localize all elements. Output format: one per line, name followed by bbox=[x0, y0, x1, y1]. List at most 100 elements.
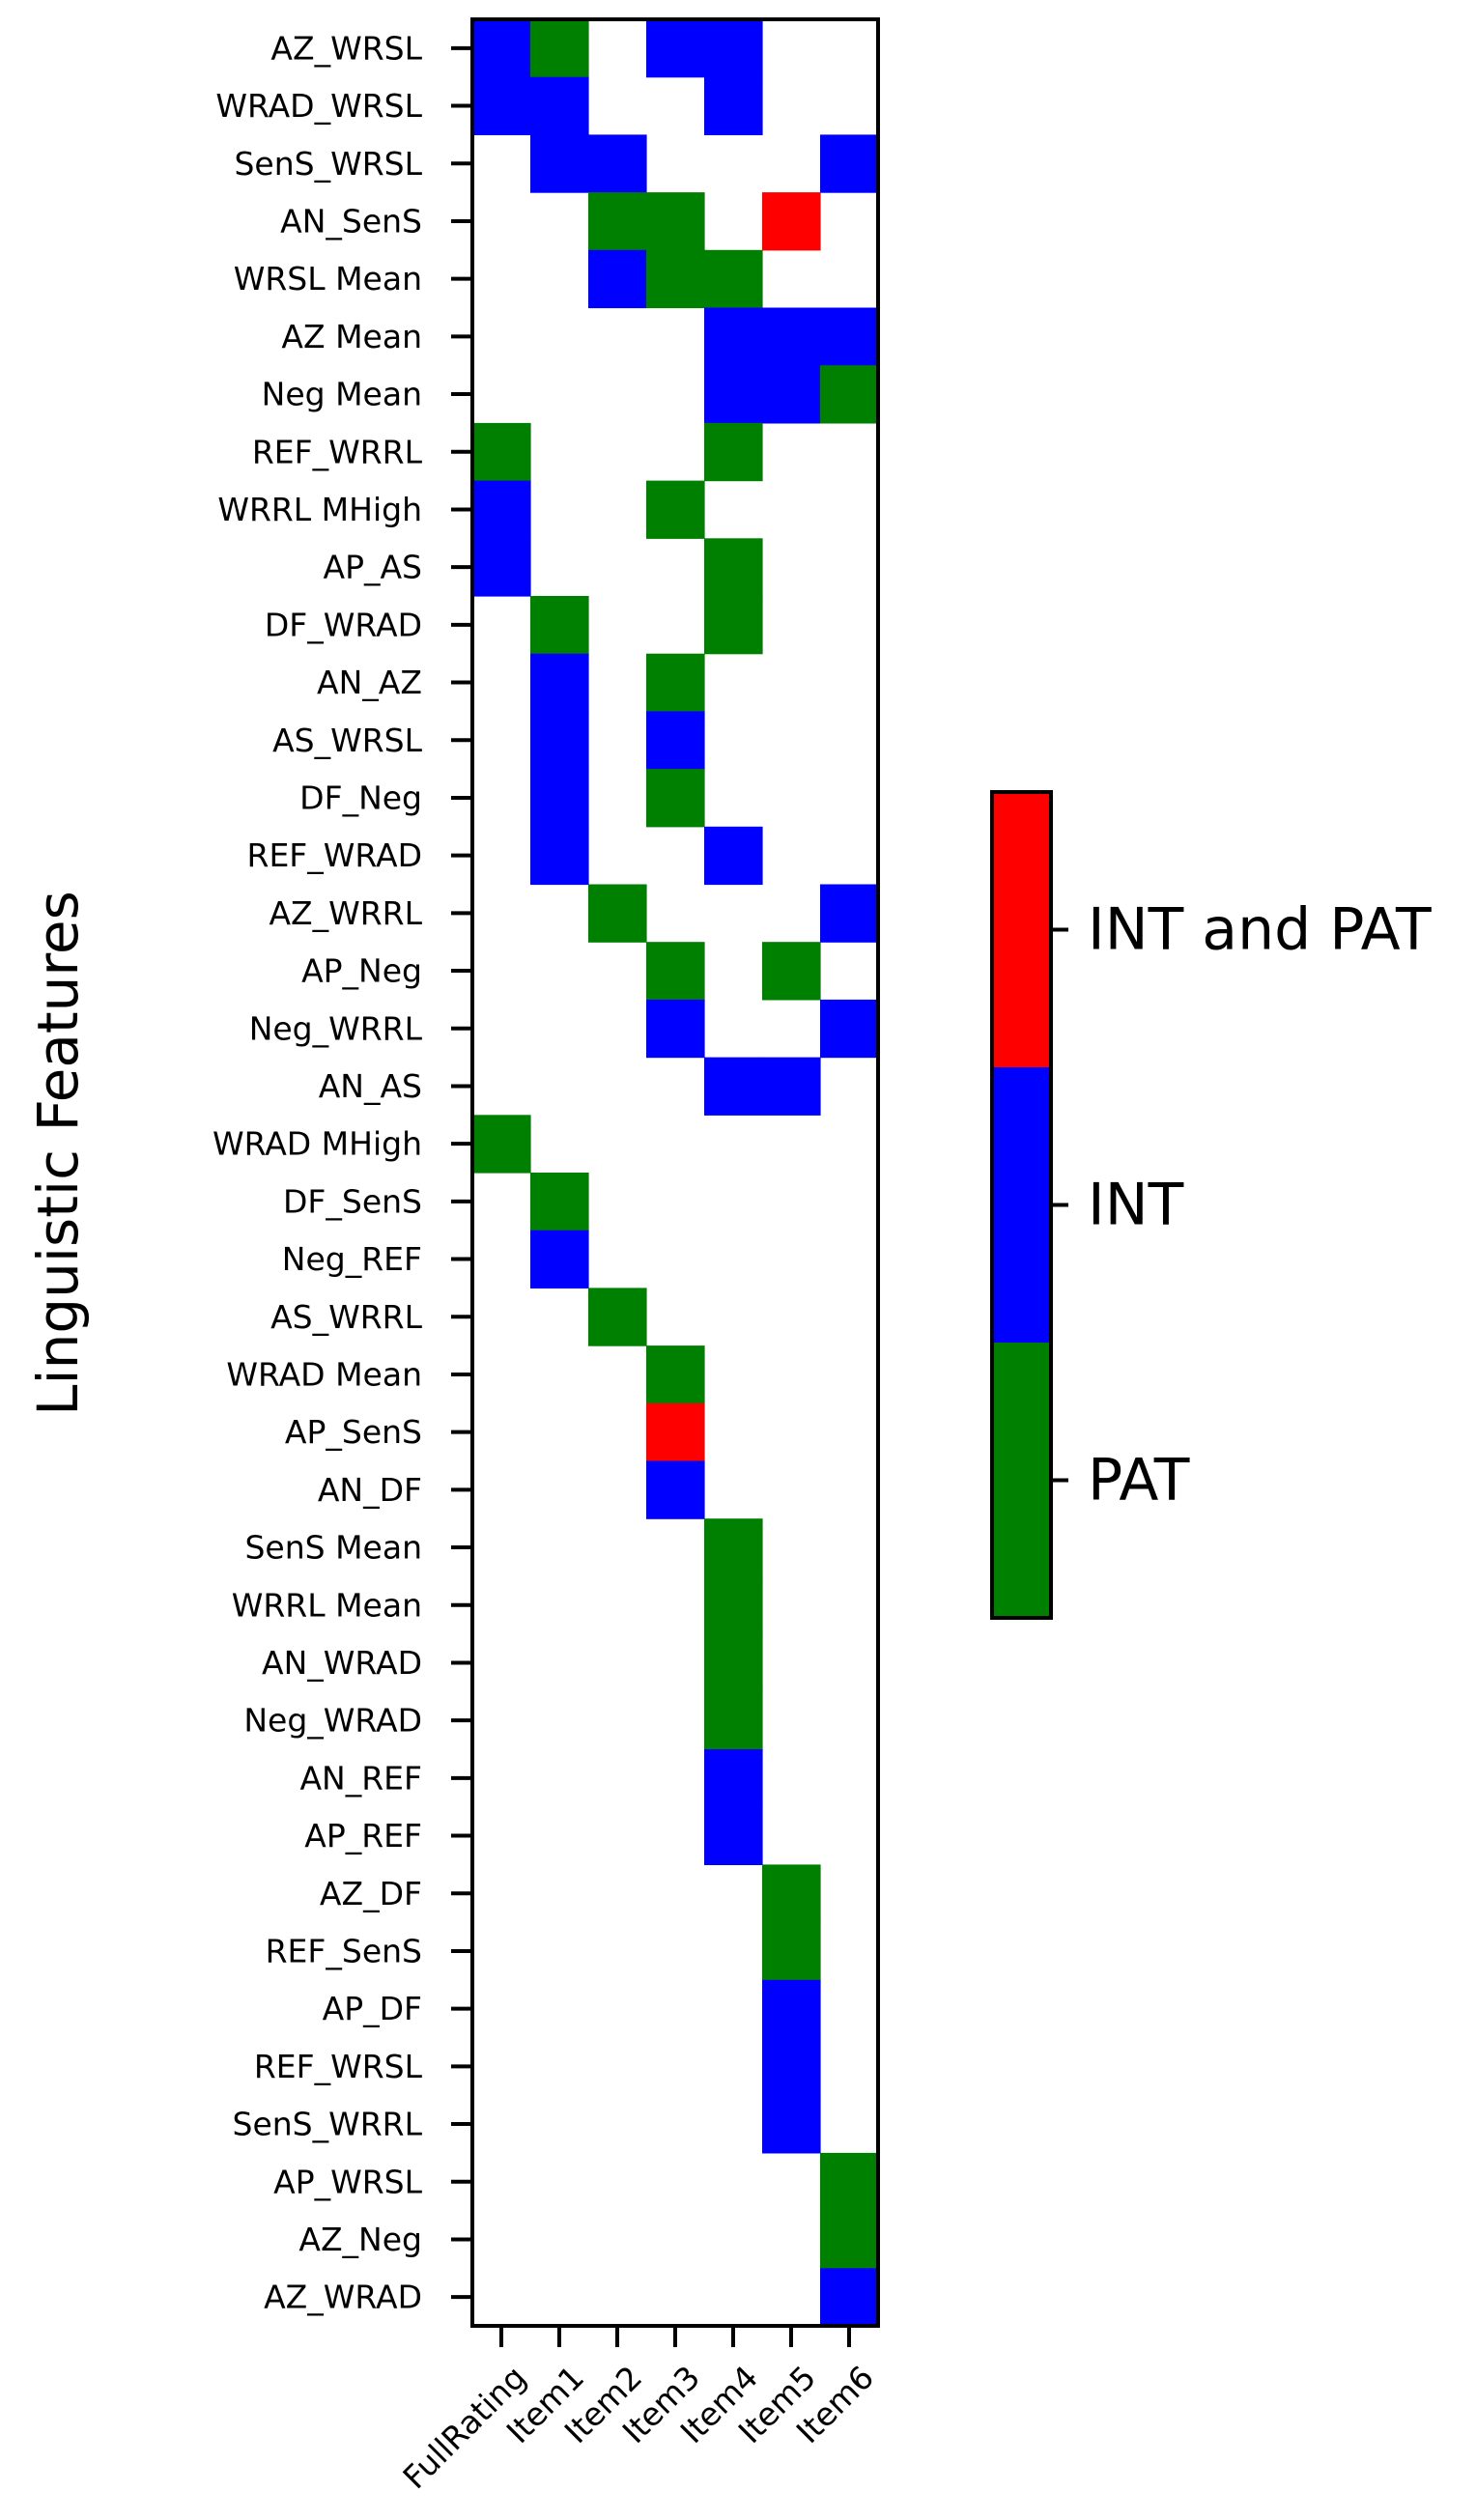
heatmap-cell bbox=[704, 19, 763, 78]
row-tick-label: REF_SenS bbox=[266, 1932, 422, 1969]
row-tick-label: WRSL Mean bbox=[234, 260, 422, 297]
heatmap-cell bbox=[704, 1806, 763, 1865]
row-tick-label: AZ_WRRL bbox=[269, 894, 422, 932]
colorbar-frame bbox=[990, 790, 1053, 1620]
heatmap-cell bbox=[820, 134, 879, 193]
heatmap-cell bbox=[530, 1230, 589, 1288]
row-tick-label: AN_WRAD bbox=[262, 1644, 422, 1682]
heatmap-cell bbox=[704, 538, 763, 597]
colorbar-segment bbox=[992, 1067, 1051, 1344]
heatmap-cell bbox=[704, 365, 763, 424]
heatmap-cell bbox=[472, 422, 531, 482]
row-tick-label: AN_SenS bbox=[280, 202, 422, 240]
heatmap-cell bbox=[820, 307, 879, 366]
heatmap-cell bbox=[704, 76, 763, 135]
heatmap-cell bbox=[762, 1979, 821, 2039]
heatmap-cell bbox=[704, 307, 763, 366]
row-tick-label: AZ_DF bbox=[320, 1875, 422, 1912]
colorbar-tick-label: INT and PAT bbox=[1088, 896, 1432, 964]
row-tick-label: AN_AZ bbox=[317, 664, 422, 701]
heatmap-cell bbox=[472, 76, 531, 135]
heatmap-cell bbox=[704, 1633, 763, 1692]
row-tick-label: Neg Mean bbox=[262, 376, 422, 413]
heatmap-cell bbox=[530, 769, 589, 828]
heatmap-cell bbox=[530, 596, 589, 655]
colorbar: INT and PAT INT PAT bbox=[990, 790, 1432, 1620]
row-tick-label: SenS_WRRL bbox=[233, 2106, 423, 2143]
row-tick-label: AP_AS bbox=[324, 549, 423, 586]
row-tick-label: SenS Mean bbox=[244, 1529, 422, 1567]
heatmap-cell bbox=[646, 999, 705, 1059]
heatmap-cell bbox=[530, 1173, 589, 1232]
heatmap-cell bbox=[530, 19, 589, 78]
heatmap-cell bbox=[704, 826, 763, 886]
heatmap-cell bbox=[820, 999, 879, 1059]
heatmap-cell bbox=[820, 884, 879, 943]
row-tick-label: AZ Mean bbox=[281, 318, 422, 355]
row-tick-label: AN_DF bbox=[318, 1471, 422, 1509]
row-tick-label: AZ_WRAD bbox=[264, 2279, 422, 2316]
row-tick-label: AZ_WRSL bbox=[270, 29, 422, 67]
heatmap-cell bbox=[820, 2152, 879, 2212]
heatmap-cell bbox=[530, 653, 589, 712]
row-ticks: AZ_WRSL WRAD_WRSL SenS_WRSL AN_SenS WRSL Mea… bbox=[213, 29, 472, 2316]
heatmap-cell bbox=[704, 1057, 763, 1116]
heatmap-cell bbox=[588, 134, 647, 193]
heatmap-cell bbox=[762, 1864, 821, 1923]
row-tick-label: Neg_WRRL bbox=[249, 1009, 423, 1047]
row-tick-label: SenS_WRSL bbox=[234, 145, 422, 183]
heatmap-cell bbox=[820, 2268, 879, 2327]
heatmap-cell bbox=[704, 422, 763, 482]
heatmap-cell bbox=[646, 711, 705, 770]
heatmap-cell bbox=[762, 2037, 821, 2096]
colorbar-tick-label: PAT bbox=[1088, 1447, 1190, 1515]
row-tick-label: AP_WRSL bbox=[273, 2163, 422, 2200]
heatmap-cell bbox=[588, 1288, 647, 1346]
heatmap-cell bbox=[704, 1518, 763, 1577]
heatmap-cell bbox=[704, 596, 763, 655]
heatmap-cell bbox=[820, 2210, 879, 2269]
heatmap-cell bbox=[646, 19, 705, 78]
heatmap-cell bbox=[646, 769, 705, 828]
colorbar-segment bbox=[992, 792, 1051, 1068]
heatmap-cell bbox=[762, 2095, 821, 2154]
heatmap-cell bbox=[646, 942, 705, 1001]
row-tick-label: WRRL MHigh bbox=[217, 491, 422, 528]
heatmap-cell bbox=[472, 19, 531, 78]
heatmap-cell bbox=[646, 1402, 705, 1462]
row-tick-label: AS_WRRL bbox=[270, 1298, 423, 1336]
row-tick-label: REF_WRSL bbox=[254, 2048, 423, 2085]
row-tick-label: AN_REF bbox=[299, 1759, 422, 1797]
heatmap-cell bbox=[530, 826, 589, 886]
row-tick-label: WRAD_WRSL bbox=[215, 87, 422, 125]
row-tick-label: AP_REF bbox=[304, 1817, 422, 1855]
row-tick-label: AP_Neg bbox=[301, 952, 422, 990]
heatmap-cell bbox=[472, 538, 531, 597]
heatmap-cell bbox=[820, 365, 879, 424]
heatmap-cell bbox=[646, 1345, 705, 1404]
colorbar-segment bbox=[992, 1343, 1051, 1619]
row-tick-label: DF_SenS bbox=[283, 1182, 422, 1220]
row-tick-label: AS_WRSL bbox=[272, 722, 423, 759]
row-tick-label: REF_WRAD bbox=[247, 836, 422, 874]
row-tick-label: AN_AS bbox=[319, 1067, 422, 1105]
heatmap-cells bbox=[472, 19, 879, 2327]
heatmap-cell bbox=[704, 249, 763, 309]
heatmap-cell bbox=[704, 1691, 763, 1750]
heatmap-cell bbox=[530, 134, 589, 193]
heatmap-cell bbox=[472, 480, 531, 539]
row-tick-label: DF_Neg bbox=[299, 779, 422, 816]
heatmap-cell bbox=[588, 249, 647, 309]
row-tick-label: WRAD Mean bbox=[226, 1355, 422, 1393]
row-tick-label: REF_WRRL bbox=[252, 433, 423, 470]
heatmap-cell bbox=[704, 1575, 763, 1635]
row-tick-label: AZ_Neg bbox=[298, 2221, 422, 2258]
colorbar-tick-label: INT bbox=[1088, 1172, 1184, 1239]
heatmap-cell bbox=[762, 192, 821, 251]
heatmap-cell bbox=[646, 1460, 705, 1519]
heatmap-cell bbox=[530, 711, 589, 770]
heatmap-cell bbox=[472, 1115, 531, 1174]
